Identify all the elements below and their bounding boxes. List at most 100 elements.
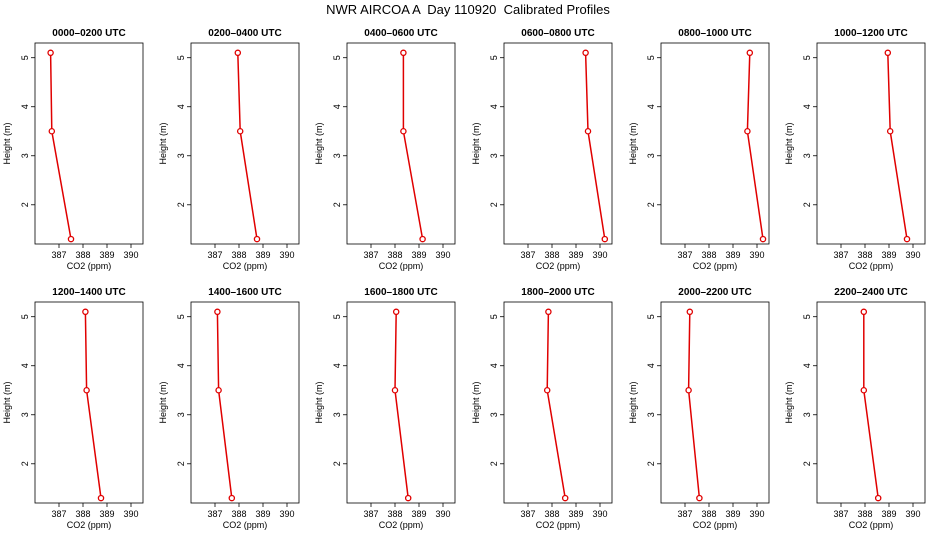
x-tick-label: 387: [363, 509, 378, 519]
plot-frame: [190, 301, 300, 504]
x-tick-label: 388: [231, 250, 246, 260]
x-tick-label: 388: [544, 250, 559, 260]
x-tick-label: 387: [207, 509, 222, 519]
x-tick-label: 390: [123, 509, 138, 519]
y-tick-label: 2: [20, 202, 30, 207]
x-tick-label: 387: [207, 250, 222, 260]
x-tick-label: 388: [701, 250, 716, 260]
y-tick-label: 5: [646, 55, 656, 60]
plot-frame: [816, 42, 926, 245]
y-tick-label: 2: [802, 461, 812, 466]
y-tick-label: 2: [20, 461, 30, 466]
panel-title: 0400–0600 UTC: [364, 28, 437, 39]
x-tick-label: 388: [857, 250, 872, 260]
x-tick-label: 388: [387, 250, 402, 260]
plot-frame: [503, 301, 613, 504]
y-tick-label: 3: [176, 412, 186, 417]
y-axis-label: Height (m): [471, 122, 481, 164]
panel-title: 0200–0400 UTC: [208, 28, 281, 39]
x-tick-label: 390: [905, 509, 920, 519]
x-tick-label: 387: [677, 250, 692, 260]
data-point: [744, 127, 751, 135]
panel-title: 2000–2200 UTC: [678, 287, 751, 298]
data-point: [884, 49, 892, 57]
x-tick-label: 390: [749, 250, 764, 260]
data-point: [582, 49, 589, 57]
x-tick-label: 388: [387, 509, 402, 519]
plot-frame: [190, 42, 300, 245]
y-tick-label: 5: [176, 55, 186, 60]
x-tick-label: 387: [51, 509, 66, 519]
y-axis-label: Height (m): [314, 381, 324, 423]
y-tick-label: 5: [20, 314, 30, 319]
y-tick-label: 3: [802, 412, 812, 417]
profile-line: [49, 52, 72, 240]
x-tick-label: 389: [568, 509, 583, 519]
profile-line: [863, 311, 879, 499]
y-tick-label: 4: [646, 104, 656, 109]
y-tick-label: 5: [332, 314, 342, 319]
x-tick-label: 389: [568, 250, 583, 260]
data-point: [47, 49, 54, 57]
data-point: [391, 386, 399, 394]
profile-line: [584, 52, 606, 240]
chart-panel: 0600–0800 UTC 387 388 389 390 CO2 (ppm) 2 3 4 5 He…: [471, 28, 613, 271]
x-tick-label: 389: [99, 509, 114, 519]
x-axis-label: CO2 (ppm): [223, 520, 268, 530]
data-point: [400, 49, 407, 57]
y-tick-label: 3: [646, 153, 656, 158]
x-tick-label: 388: [857, 509, 872, 519]
x-axis-label: CO2 (ppm): [849, 520, 894, 530]
x-tick-label: 389: [881, 250, 896, 260]
y-axis-label: Height (m): [158, 122, 168, 164]
x-tick-label: 389: [725, 250, 740, 260]
x-tick-label: 390: [435, 509, 450, 519]
data-point: [253, 235, 261, 243]
profile-line: [394, 311, 409, 499]
y-tick-label: 4: [332, 363, 342, 368]
x-tick-label: 387: [677, 509, 692, 519]
data-point: [67, 235, 75, 243]
data-point: [234, 49, 242, 57]
y-tick-label: 5: [802, 55, 812, 60]
chart-panel: 1000–1200 UTC 387 388 389 390 CO2 (ppm) 2 3 4 5 He…: [784, 28, 926, 271]
data-point: [860, 386, 868, 394]
x-tick-label: 389: [725, 509, 740, 519]
data-point: [48, 127, 56, 135]
profile-line: [216, 311, 233, 499]
x-tick-label: 388: [231, 509, 246, 519]
x-axis-label: CO2 (ppm): [379, 261, 424, 271]
y-tick-label: 2: [332, 202, 342, 207]
chart-panel: 1200–1400 UTC 387 388 389 390 CO2 (ppm) 2 3 4 5 He…: [2, 287, 144, 530]
y-tick-label: 3: [489, 412, 499, 417]
x-tick-label: 389: [411, 250, 426, 260]
data-point: [874, 494, 882, 502]
x-tick-label: 387: [520, 509, 535, 519]
data-point: [215, 386, 222, 394]
y-tick-label: 3: [20, 412, 30, 417]
data-point: [236, 127, 244, 135]
x-axis-label: CO2 (ppm): [693, 520, 738, 530]
plot-frame: [346, 42, 456, 245]
plot-frame: [34, 42, 144, 245]
y-tick-label: 3: [20, 153, 30, 158]
chart-panel: 0200–0400 UTC 387 388 389 390 CO2 (ppm) 2 3 4 5 He…: [158, 28, 300, 271]
data-point: [228, 494, 236, 502]
data-point: [82, 308, 89, 316]
data-point: [97, 494, 105, 502]
y-tick-label: 5: [332, 55, 342, 60]
y-tick-label: 4: [802, 104, 812, 109]
x-tick-label: 388: [544, 509, 559, 519]
panel-title: 0600–0800 UTC: [521, 28, 594, 39]
y-axis-label: Height (m): [314, 122, 324, 164]
data-point: [545, 308, 552, 316]
y-axis-label: Height (m): [2, 381, 12, 423]
x-axis-label: CO2 (ppm): [67, 520, 112, 530]
plot-frame: [346, 301, 456, 504]
panel-title: 1400–1600 UTC: [208, 287, 281, 298]
panel-title: 1000–1200 UTC: [834, 28, 907, 39]
x-tick-label: 390: [749, 509, 764, 519]
plot-frame: [660, 42, 770, 245]
x-tick-label: 389: [881, 509, 896, 519]
data-point: [886, 127, 894, 135]
